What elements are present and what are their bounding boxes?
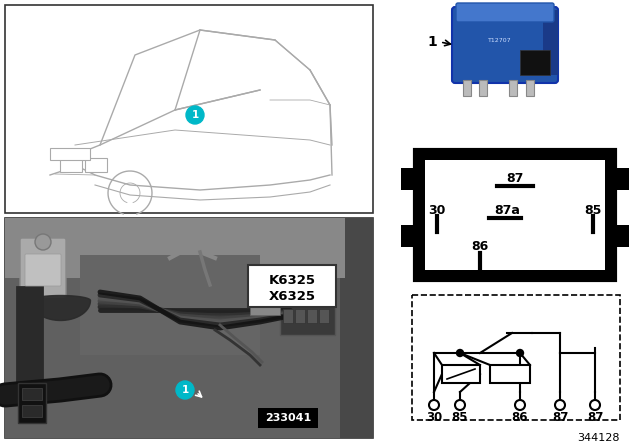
Bar: [5, 218, 345, 278]
Bar: [22, 405, 42, 417]
Bar: [5, 218, 373, 438]
Bar: [401, 225, 415, 247]
Text: K6325: K6325: [269, 273, 316, 287]
Bar: [295, 291, 305, 305]
Text: 1: 1: [181, 385, 189, 395]
Bar: [319, 273, 329, 287]
Bar: [307, 273, 317, 287]
Bar: [255, 282, 275, 297]
Bar: [401, 168, 415, 190]
Text: 233041: 233041: [265, 413, 311, 423]
Bar: [60, 158, 82, 172]
Bar: [18, 383, 46, 423]
Bar: [5, 218, 373, 438]
Text: 1: 1: [427, 35, 437, 49]
Bar: [319, 291, 329, 305]
Text: 85: 85: [584, 203, 602, 216]
Bar: [283, 273, 293, 287]
Circle shape: [590, 400, 600, 410]
Text: 30: 30: [426, 410, 442, 423]
Bar: [479, 80, 487, 96]
Text: 30: 30: [428, 203, 445, 216]
Bar: [5, 5, 373, 213]
Text: 87: 87: [506, 172, 524, 185]
Bar: [307, 309, 317, 323]
Bar: [340, 218, 373, 438]
Bar: [319, 309, 329, 323]
Bar: [615, 168, 629, 190]
Bar: [295, 273, 305, 287]
Bar: [283, 291, 293, 305]
Bar: [280, 270, 335, 335]
Circle shape: [515, 400, 525, 410]
Bar: [80, 255, 260, 355]
Bar: [463, 80, 471, 96]
Bar: [85, 158, 107, 172]
Bar: [80, 255, 260, 355]
Text: 86: 86: [472, 240, 488, 253]
Bar: [412, 295, 620, 420]
Circle shape: [555, 400, 565, 410]
Circle shape: [186, 106, 204, 124]
Circle shape: [456, 349, 463, 357]
FancyBboxPatch shape: [452, 7, 558, 83]
Bar: [50, 148, 90, 160]
Text: 85: 85: [452, 410, 468, 423]
Circle shape: [35, 234, 51, 250]
Bar: [248, 265, 336, 307]
Bar: [442, 365, 480, 383]
Text: 87: 87: [587, 410, 603, 423]
Bar: [415, 150, 615, 280]
Bar: [526, 80, 534, 96]
Bar: [307, 291, 317, 305]
Text: 87: 87: [552, 410, 568, 423]
Circle shape: [176, 381, 194, 399]
FancyBboxPatch shape: [20, 238, 66, 297]
Bar: [425, 160, 605, 270]
Circle shape: [455, 400, 465, 410]
Text: 86: 86: [512, 410, 528, 423]
Bar: [295, 309, 305, 323]
FancyBboxPatch shape: [456, 3, 554, 22]
Circle shape: [429, 400, 439, 410]
Bar: [283, 309, 293, 323]
Text: T12707: T12707: [488, 38, 512, 43]
Bar: [509, 80, 517, 96]
Text: 87a: 87a: [494, 203, 520, 216]
Bar: [520, 50, 550, 75]
Bar: [543, 10, 558, 75]
Bar: [615, 225, 629, 247]
FancyBboxPatch shape: [25, 254, 61, 286]
Text: X6325: X6325: [269, 289, 316, 302]
Bar: [490, 365, 530, 383]
Bar: [250, 295, 280, 315]
Circle shape: [516, 349, 524, 357]
Bar: [258, 408, 318, 428]
Text: 344128: 344128: [577, 433, 620, 443]
Bar: [22, 388, 42, 400]
Text: 1: 1: [191, 110, 198, 120]
